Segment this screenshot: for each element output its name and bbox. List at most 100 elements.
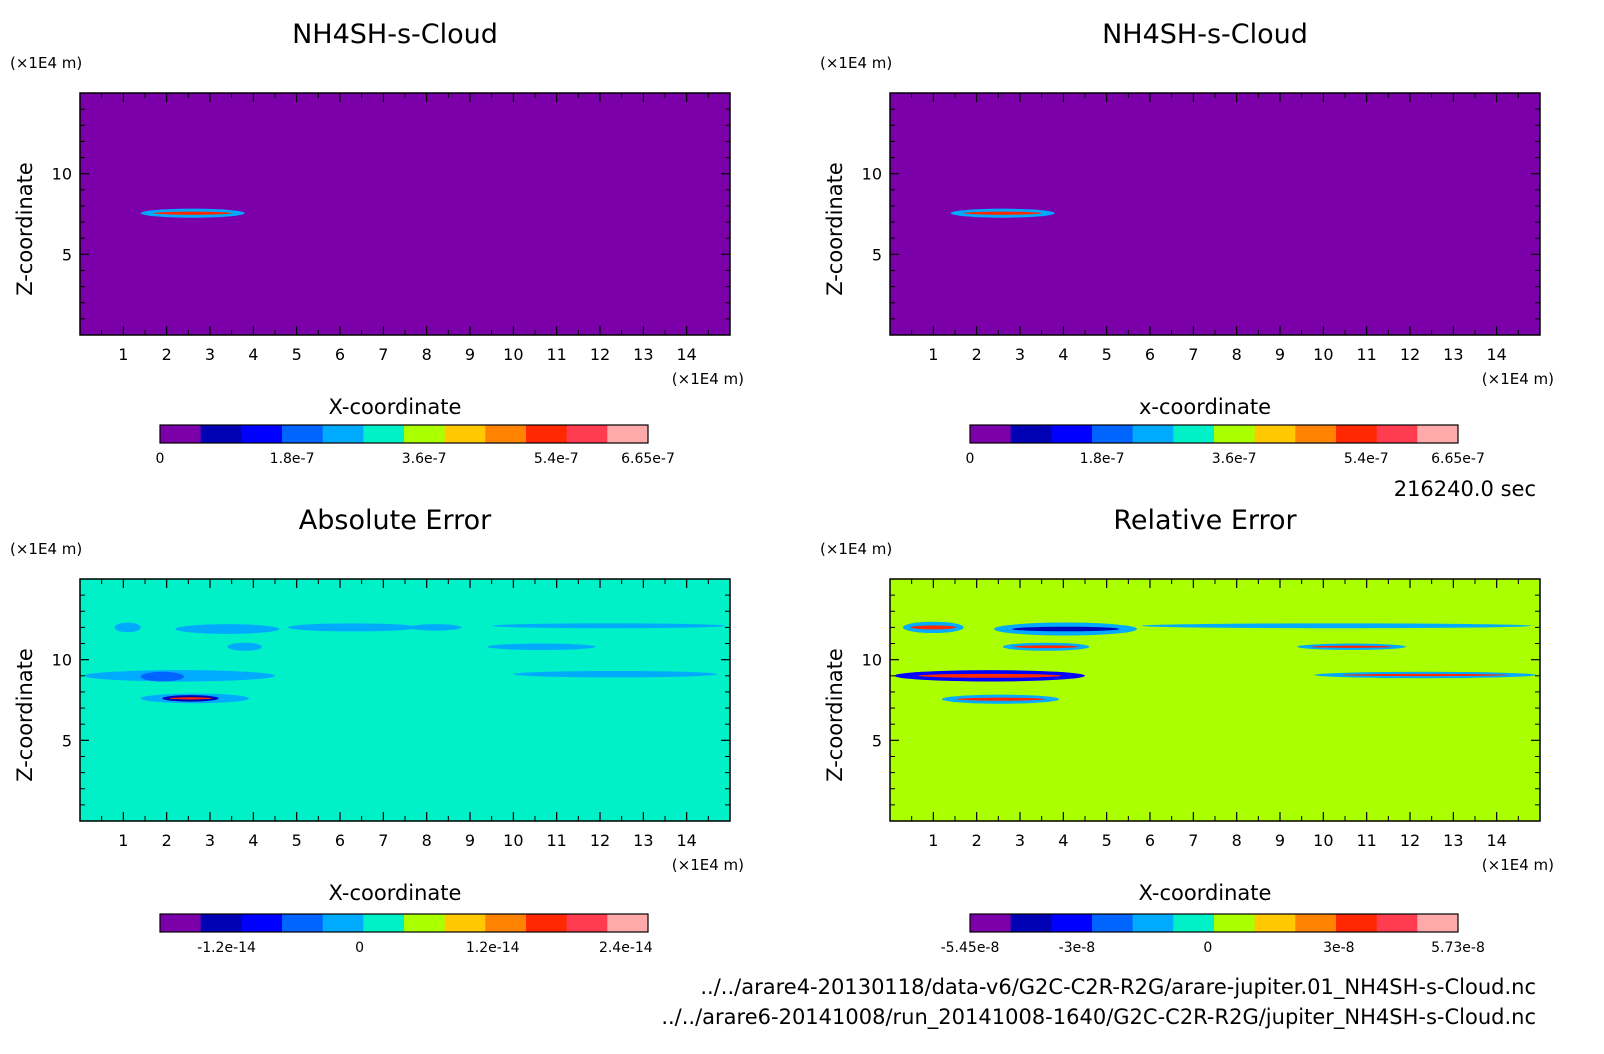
colorbar-tick-label: 0 <box>1203 940 1212 956</box>
contour-blob <box>114 622 141 633</box>
x-tick-label: 6 <box>335 345 345 364</box>
colorbar: 0 1.8e-7 3.6e-7 5.4e-7 6.65e-7 <box>156 424 675 467</box>
colorbar-swatch <box>363 425 405 443</box>
colorbar-swatch <box>1417 425 1459 443</box>
x-tick-label: 9 <box>465 345 475 364</box>
x-tick-label: 4 <box>248 345 258 364</box>
x-tick-label: 5 <box>1102 831 1112 850</box>
y-axis-label: Z-coordinate <box>823 648 847 782</box>
colorbar-tick-label: 2.4e-14 <box>599 940 653 956</box>
colorbar-swatch <box>1214 425 1256 443</box>
x-tick-label: 6 <box>335 831 345 850</box>
colorbar-swatch <box>1010 425 1052 443</box>
colorbar-swatch <box>1336 425 1378 443</box>
colorbar-tick-label: 3.6e-7 <box>1212 451 1257 467</box>
x-tick-label: 6 <box>1145 345 1155 364</box>
x-tick-label: 2 <box>972 345 982 364</box>
x-tick-label: 7 <box>378 831 388 850</box>
time-label: 216240.0 sec <box>1394 477 1536 501</box>
contour-blob <box>140 671 184 682</box>
chart-panel-2: NH4SH-s-Cloud(×1E4 m)1 2 3 4 5 6 7 8 9 10 11 12 13 14… <box>820 19 1554 467</box>
x-tick-label: 5 <box>292 831 302 850</box>
colorbar-swatch <box>1132 425 1174 443</box>
y-axis-label: Z-coordinate <box>13 162 37 296</box>
x-axis-unit: (×1E4 m) <box>672 370 744 388</box>
x-tick-label: 12 <box>590 831 610 850</box>
colorbar-tick-label: -3e-8 <box>1059 940 1096 956</box>
colorbar-swatch <box>1417 914 1459 932</box>
x-axis-label: x-coordinate <box>1139 395 1271 419</box>
colorbar-swatch <box>322 914 364 932</box>
contour-features <box>84 622 726 704</box>
colorbar-tick-label: 0 <box>966 451 975 467</box>
x-tick-label: 8 <box>422 345 432 364</box>
contour-core <box>963 211 1042 215</box>
y-tick-label: 5 <box>62 731 72 750</box>
colorbar-frame <box>159 424 649 444</box>
contour-core <box>1342 673 1509 677</box>
colorbar-swatch <box>1092 425 1134 443</box>
x-tick-label: 8 <box>1232 345 1242 364</box>
x-tick-label: 10 <box>1313 831 1333 850</box>
x-tick-label: 12 <box>590 345 610 364</box>
x-tick-label: 5 <box>292 345 302 364</box>
x-axis-label: X-coordinate <box>329 395 462 419</box>
colorbar-swatch <box>363 914 405 932</box>
contour-blob <box>491 623 726 629</box>
x-tick-label: 4 <box>1058 345 1068 364</box>
x-tick-label: 14 <box>1486 345 1506 364</box>
y-axis-unit: (×1E4 m) <box>10 54 82 72</box>
x-tick-label: 13 <box>633 831 653 850</box>
x-axis-unit: (×1E4 m) <box>1482 370 1554 388</box>
y-tick-label: 10 <box>862 651 882 670</box>
x-tick-label: 3 <box>205 345 215 364</box>
colorbar-swatch <box>1376 914 1418 932</box>
colorbar-swatch <box>1376 425 1418 443</box>
contour-blob <box>175 624 280 634</box>
y-tick-label: 5 <box>62 245 72 264</box>
colorbar-frame <box>969 913 1459 933</box>
colorbar-tick-label: 1.8e-7 <box>270 451 315 467</box>
y-tick-label: 5 <box>872 245 882 264</box>
x-axis-label: X-coordinate <box>1139 881 1272 905</box>
contour-core <box>910 625 957 630</box>
chart-panel-1: NH4SH-s-Cloud(×1E4 m)1 2 3 4 5 6 7 8 9 10 11 12 13 14… <box>10 19 744 467</box>
contour-core <box>1011 626 1120 632</box>
contour-features <box>140 208 245 218</box>
x-axis-label: X-coordinate <box>329 881 462 905</box>
contour-core <box>956 697 1045 701</box>
x-tick-label: 11 <box>546 831 566 850</box>
x-tick-label: 1 <box>118 345 128 364</box>
chart-panel-4: Relative Error(×1E4 m)1 2 3 4 5 6 7 8 9 10 11 12 13 1… <box>820 505 1554 956</box>
colorbar-swatch <box>1051 425 1093 443</box>
x-tick-label: 13 <box>1443 831 1463 850</box>
colorbar-swatch <box>566 425 608 443</box>
colorbar-tick-label: 0 <box>355 940 364 956</box>
contour-features <box>894 621 1536 704</box>
y-tick-label: 10 <box>862 165 882 184</box>
x-tick-label: 8 <box>422 831 432 850</box>
colorbar-swatch <box>1173 914 1215 932</box>
contour-core <box>918 673 1062 678</box>
x-tick-label: 2 <box>162 831 172 850</box>
contour-core <box>153 211 232 215</box>
x-tick-label: 10 <box>1313 345 1333 364</box>
contour-blob <box>288 623 418 632</box>
colorbar-swatch <box>1173 425 1215 443</box>
chart-panel-3: Absolute Error(×1E4 m)1 2 3 4 5 6 7 8 9 10 11 12 13 1… <box>10 505 744 956</box>
colorbar-swatch <box>241 425 283 443</box>
x-axis-unit: (×1E4 m) <box>1482 856 1554 874</box>
x-tick-label: 9 <box>1275 831 1285 850</box>
x-tick-label: 11 <box>1356 345 1376 364</box>
colorbar-swatch <box>970 914 1012 932</box>
colorbar-tick-label: -1.2e-14 <box>197 940 256 956</box>
x-tick-label: 2 <box>972 831 982 850</box>
file-path-1: ../../arare4-20130118/data-v6/G2C-C2R-R2… <box>700 975 1536 1000</box>
x-tick-label: 10 <box>503 345 523 364</box>
x-tick-label: 7 <box>1188 831 1198 850</box>
contour-core <box>1013 645 1079 649</box>
colorbar-tick-label: 5.4e-7 <box>1344 451 1389 467</box>
y-axis-unit: (×1E4 m) <box>10 540 82 558</box>
contour-blob <box>409 624 462 631</box>
x-tick-label: 5 <box>1102 345 1112 364</box>
